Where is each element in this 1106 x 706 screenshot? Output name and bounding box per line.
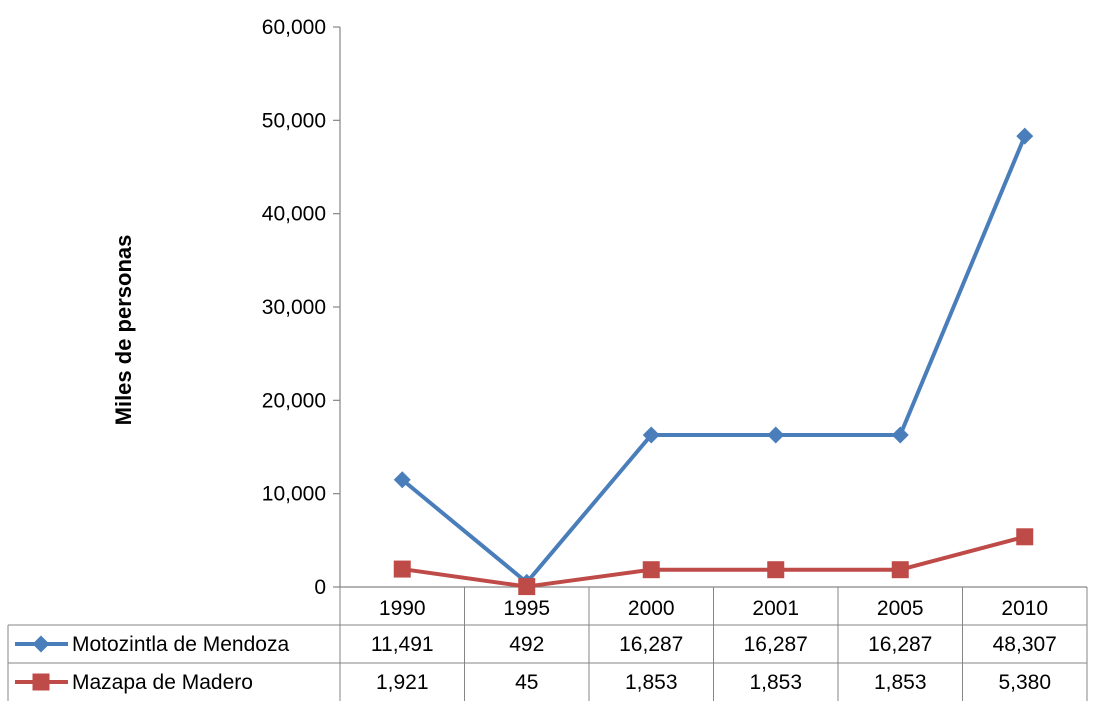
table-value-cell: 16,287 [744, 633, 808, 656]
data-point [518, 578, 536, 596]
x-tick-label: 2001 [752, 597, 799, 620]
data-point [891, 426, 909, 444]
data-point [1016, 127, 1034, 145]
table-value-cell: 1,853 [625, 671, 678, 694]
y-axis-label: Miles de personas [111, 235, 136, 426]
series-layer [393, 127, 1034, 596]
data-point [642, 426, 660, 444]
table-value-cell: 1,853 [749, 671, 802, 694]
x-tick-label: 2000 [628, 597, 675, 620]
data-point [767, 426, 785, 444]
y-tick-label: 30,000 [262, 296, 326, 319]
series-line [400, 135, 1027, 585]
legend-series-name: Mazapa de Madero [72, 671, 253, 694]
data-table: 1990 1995 2000 2001 2005 2010 Motozintla de Me… [7, 586, 1088, 701]
x-tick-label: 1995 [503, 597, 550, 620]
data-point [891, 561, 909, 579]
table-value-cell: 45 [515, 671, 538, 694]
series-line [401, 534, 1026, 589]
x-tick-label: 2010 [1001, 597, 1048, 620]
data-point [767, 561, 785, 579]
data-point [1016, 528, 1034, 546]
table-value-cell: 5,380 [998, 671, 1051, 694]
y-axis: 0 10,000 20,000 30,000 40,000 50,000 60,000 [262, 16, 341, 599]
table-value-cell: 1,853 [874, 671, 927, 694]
table-value-cell: 48,307 [993, 633, 1057, 656]
data-point [393, 471, 411, 489]
table-value-cell: 16,287 [868, 633, 932, 656]
data-point [393, 560, 411, 578]
x-tick-label: 1990 [379, 597, 426, 620]
legend-key-marker [32, 673, 50, 691]
y-tick-label: 0 [314, 576, 326, 599]
table-value-cell: 11,491 [371, 633, 434, 656]
data-point [642, 561, 660, 579]
legend-series-name: Motozintla de Mendoza [72, 633, 289, 656]
y-tick-label: 60,000 [262, 16, 326, 39]
x-tick-label: 2005 [877, 597, 924, 620]
table-value-cell: 492 [509, 633, 544, 656]
legend-key-marker [32, 635, 50, 653]
y-tick-label: 20,000 [262, 389, 326, 412]
table-value-cell: 1,921 [376, 671, 429, 694]
y-tick-label: 40,000 [262, 203, 326, 226]
table-value-cell: 16,287 [619, 633, 683, 656]
y-tick-label: 10,000 [262, 483, 326, 506]
y-tick-label: 50,000 [262, 109, 326, 132]
